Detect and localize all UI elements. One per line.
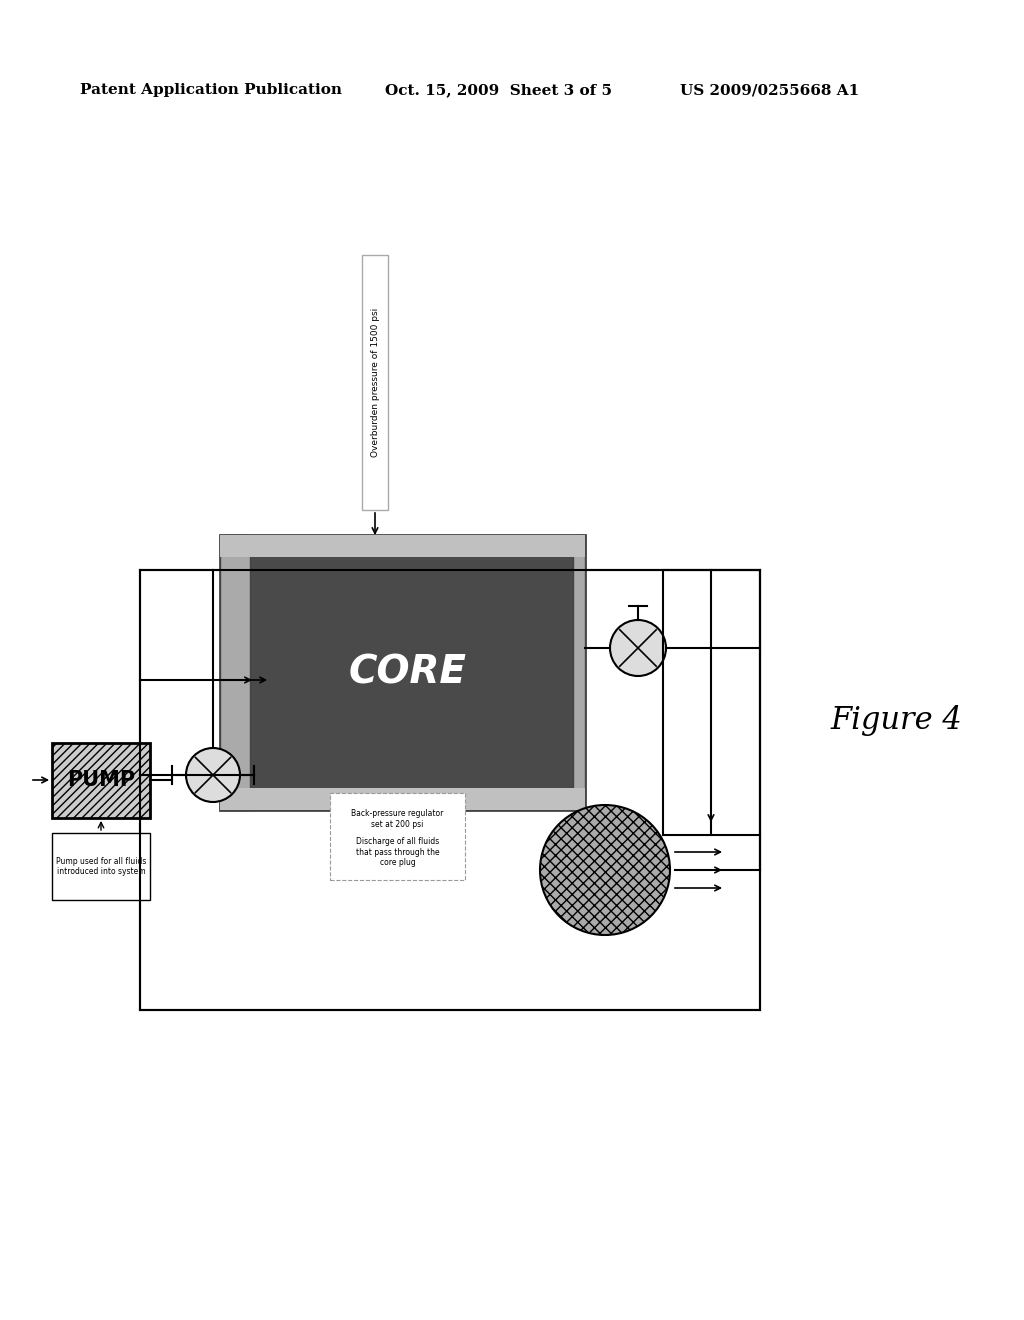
Circle shape — [610, 620, 666, 676]
Bar — [52, 743, 150, 818]
Text: Discharge of all fluids
that pass through the
core plug: Discharge of all fluids that pass throug… — [355, 837, 439, 867]
Bar — [220, 788, 585, 810]
Bar — [250, 557, 573, 788]
Bar — [573, 535, 585, 810]
Text: CORE: CORE — [348, 653, 467, 692]
Text: US 2009/0255668 A1: US 2009/0255668 A1 — [680, 83, 859, 96]
Text: PUMP: PUMP — [67, 771, 135, 791]
Bar — [52, 743, 150, 818]
Bar — [362, 255, 388, 510]
Bar — [220, 535, 585, 810]
Text: Oct. 15, 2009  Sheet 3 of 5: Oct. 15, 2009 Sheet 3 of 5 — [385, 83, 612, 96]
Text: Overburden pressure of 1500 psi: Overburden pressure of 1500 psi — [371, 308, 380, 457]
Text: Figure 4: Figure 4 — [830, 705, 962, 735]
Text: Back-pressure regulator
set at 200 psi: Back-pressure regulator set at 200 psi — [351, 809, 443, 829]
Text: Patent Application Publication: Patent Application Publication — [80, 83, 342, 96]
Ellipse shape — [540, 805, 670, 935]
Bar — [220, 535, 585, 557]
Bar — [663, 570, 760, 836]
Circle shape — [186, 748, 240, 803]
Bar — [52, 833, 150, 900]
Bar — [330, 793, 465, 880]
Bar — [220, 535, 250, 810]
Bar — [140, 570, 760, 1010]
Text: Pump used for all fluids
introduced into system: Pump used for all fluids introduced into… — [56, 857, 146, 876]
